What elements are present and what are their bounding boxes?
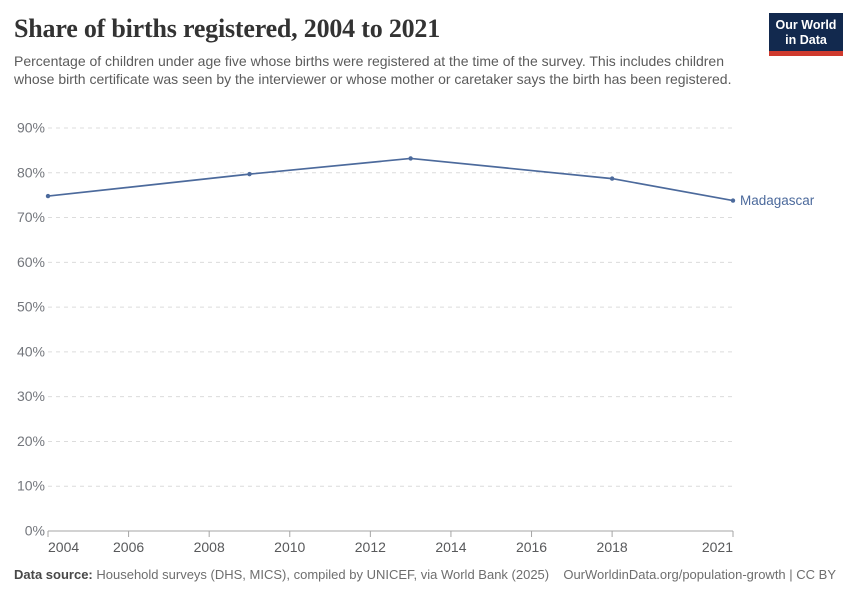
x-tick-label: 2016 — [516, 539, 547, 555]
chart-footer: Data source: Household surveys (DHS, MIC… — [14, 567, 836, 583]
owid-logo-text: Our World in Data — [769, 13, 843, 51]
y-tick-label: 10% — [17, 478, 45, 494]
series-line-madagascar — [47, 157, 734, 202]
x-tick-label: 2014 — [435, 539, 466, 555]
x-tick-label: 2004 — [48, 539, 79, 555]
owid-logo[interactable]: Our World in Data — [769, 13, 843, 56]
chart-header: Share of births registered, 2004 to 2021… — [14, 14, 750, 88]
x-tick-label: 2021 — [702, 539, 733, 555]
line-chart: 0% 10% 20% 30% 40% 50% 60% 70% 80% 90% 2004 2006 200… — [17, 120, 815, 556]
x-tick-label: 2012 — [355, 539, 386, 555]
data-point — [45, 193, 51, 199]
y-tick-label: 70% — [17, 209, 45, 225]
chart-subtitle: Percentage of children under age five wh… — [14, 53, 732, 87]
owid-logo-line2: in Data — [785, 32, 827, 47]
x-tick-label: 2010 — [274, 539, 305, 555]
y-tick-label: 80% — [17, 164, 45, 180]
data-source: Data source: Household surveys (DHS, MIC… — [14, 567, 559, 583]
data-point — [730, 198, 736, 203]
y-tick-label: 40% — [17, 343, 45, 359]
x-tick-label: 2008 — [194, 539, 225, 555]
y-tick-label: 0% — [25, 523, 45, 539]
data-point — [408, 156, 413, 161]
entity-label-madagascar: Madagascar — [740, 193, 815, 208]
data-source-text: Household surveys (DHS, MICS), compiled … — [92, 567, 550, 582]
y-tick-label: 90% — [17, 120, 45, 136]
x-tick-label: 2018 — [597, 539, 628, 555]
data-point — [247, 171, 252, 177]
chart-title: Share of births registered, 2004 to 2021 — [14, 14, 441, 43]
x-tick-label: 2006 — [113, 539, 144, 555]
owid-logo-red-bar — [769, 51, 843, 56]
y-tick-label: 30% — [17, 388, 45, 404]
data-source-label: Data source: — [14, 567, 93, 582]
data-point — [609, 176, 615, 181]
owid-logo-line1: Our World — [775, 18, 837, 32]
y-tick-label: 50% — [17, 299, 45, 315]
footer-link[interactable]: OurWorldinData.org/population-growth | C… — [563, 567, 836, 582]
y-tick-label: 60% — [17, 254, 45, 270]
y-tick-label: 20% — [17, 433, 45, 449]
